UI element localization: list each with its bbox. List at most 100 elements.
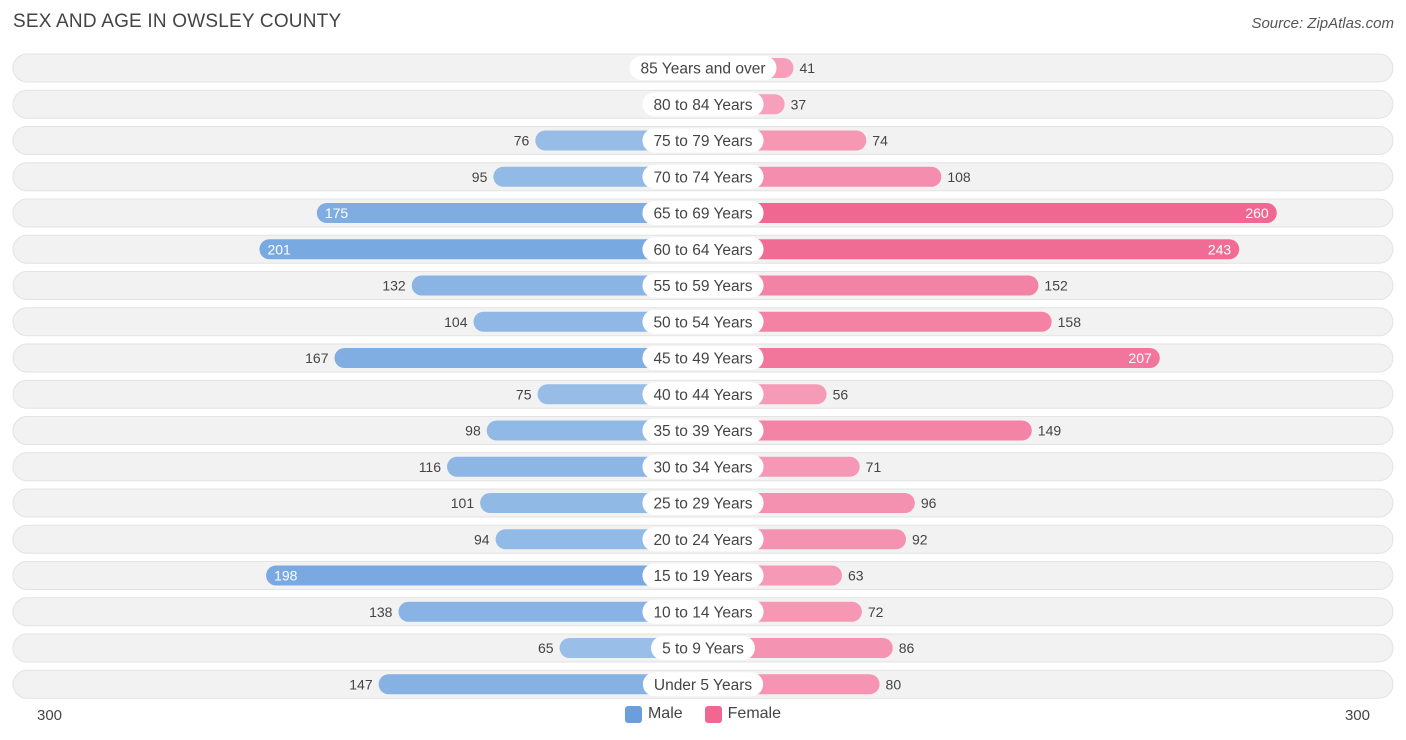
category-label-pill xyxy=(642,346,764,370)
category-label-pill xyxy=(642,672,764,697)
male-value-label: 75 xyxy=(516,386,532,402)
female-value-label: 152 xyxy=(1044,278,1068,294)
category-label-pill xyxy=(642,599,764,624)
female-value-label: 86 xyxy=(899,640,915,656)
female-value-label: 74 xyxy=(872,133,888,149)
male-value-label: 76 xyxy=(514,133,530,149)
male-bar xyxy=(447,456,703,477)
category-label-pill xyxy=(642,382,764,407)
male-value-label: 198 xyxy=(274,568,298,584)
legend-label-female: Female xyxy=(727,705,782,722)
female-bar xyxy=(703,166,942,187)
category-label: 40 to 44 Years xyxy=(653,387,752,404)
female-value-label: 243 xyxy=(1208,241,1232,257)
category-label: 45 to 49 Years xyxy=(653,351,752,368)
legend-item-male[interactable]: Male xyxy=(624,705,683,723)
female-bar xyxy=(703,348,1160,368)
age-row: 76 74 75 to 79 Years xyxy=(12,126,1394,155)
female-value-label: 260 xyxy=(1245,205,1269,221)
category-label-pill xyxy=(642,527,764,552)
category-label: 55 to 59 Years xyxy=(653,278,752,295)
age-row: 147 80 Under 5 Years xyxy=(12,669,1394,699)
male-bar xyxy=(378,674,703,695)
female-value-label: 63 xyxy=(848,568,864,584)
category-label: 80 to 84 Years xyxy=(653,97,752,114)
female-value-label: 56 xyxy=(833,386,849,402)
female-value-label: 108 xyxy=(947,169,971,185)
male-value-label: 138 xyxy=(369,604,393,620)
male-value-label: 104 xyxy=(444,314,468,330)
male-value-label: 116 xyxy=(419,459,442,475)
chart-title: SEX AND AGE IN OWSLEY COUNTY xyxy=(13,11,342,32)
age-row: 65 86 5 to 9 Years xyxy=(12,633,1394,663)
male-bar xyxy=(398,601,703,622)
category-label-pill xyxy=(642,273,764,298)
category-label-pill xyxy=(642,164,764,189)
male-value-label: 95 xyxy=(472,169,488,185)
female-value-label: 72 xyxy=(868,604,884,620)
female-value-label: 37 xyxy=(791,96,807,112)
category-label-pill xyxy=(629,56,777,80)
legend-swatch-female xyxy=(704,705,722,723)
female-value-label: 158 xyxy=(1058,314,1082,330)
category-label: 10 to 14 Years xyxy=(653,604,752,621)
category-label-pill xyxy=(642,237,764,262)
age-row: 175 260 65 to 69 Years xyxy=(12,198,1394,228)
age-row: 201 243 60 to 64 Years xyxy=(12,234,1394,264)
axis-label-left: 300 xyxy=(37,707,63,724)
category-label: 30 to 34 Years xyxy=(653,459,752,476)
category-label-pill xyxy=(642,491,764,515)
male-bar xyxy=(334,348,703,368)
category-label-pill xyxy=(642,309,764,334)
category-label: 35 to 39 Years xyxy=(653,423,752,440)
axis-label-right: 300 xyxy=(1344,707,1370,724)
male-value-label: 175 xyxy=(325,205,349,221)
category-label-pill xyxy=(642,201,764,225)
male-bar xyxy=(266,565,703,586)
category-label: 25 to 29 Years xyxy=(653,496,752,513)
age-row: 98 149 35 to 39 Years xyxy=(12,416,1394,445)
female-bar xyxy=(703,239,1240,260)
category-label: 50 to 54 Years xyxy=(653,314,752,331)
male-value-label: 201 xyxy=(267,241,291,257)
male-value-label: 147 xyxy=(349,676,373,692)
legend-swatch-male xyxy=(624,705,642,723)
female-value-label: 149 xyxy=(1038,423,1062,439)
category-label: 15 to 19 Years xyxy=(653,568,752,585)
male-value-label: 98 xyxy=(465,423,481,439)
female-bar xyxy=(703,275,1039,296)
male-value-label: 132 xyxy=(382,278,406,294)
female-value-label: 71 xyxy=(866,459,882,475)
female-value-label: 80 xyxy=(886,676,902,692)
legend-label-male: Male xyxy=(647,705,683,722)
age-row: 94 92 20 to 24 Years xyxy=(12,524,1394,554)
age-row: 198 63 15 to 19 Years xyxy=(12,561,1394,590)
female-bar xyxy=(703,311,1052,332)
chart-plot: 114185 Years and over163780 to 84 Years7… xyxy=(12,53,1394,699)
age-row: 101 96 25 to 29 Years xyxy=(12,488,1394,518)
chart-source: Source: ZipAtlas.com xyxy=(1251,15,1394,32)
age-row: 104 158 50 to 54 Years xyxy=(12,307,1394,337)
category-label: 20 to 24 Years xyxy=(653,532,752,549)
female-value-label: 92 xyxy=(912,531,928,547)
age-row: 132 152 55 to 59 Years xyxy=(12,271,1394,300)
category-label-pill xyxy=(642,92,764,117)
age-row: 95 108 70 to 74 Years xyxy=(12,162,1394,192)
male-value-label: 101 xyxy=(451,495,475,511)
age-row: 75 56 40 to 44 Years xyxy=(12,379,1394,409)
male-bar xyxy=(259,239,703,260)
category-label-pill xyxy=(651,636,755,660)
category-label-pill xyxy=(642,563,764,588)
age-row: 138 72 10 to 14 Years xyxy=(12,597,1394,627)
category-label: 60 to 64 Years xyxy=(653,242,752,259)
male-value-label: 65 xyxy=(538,640,554,656)
male-bar xyxy=(411,275,703,296)
category-label: 65 to 69 Years xyxy=(653,206,752,223)
category-label: 5 to 9 Years xyxy=(662,641,744,658)
category-label: 70 to 74 Years xyxy=(653,169,752,186)
category-label: 75 to 79 Years xyxy=(653,133,752,150)
female-value-label: 207 xyxy=(1128,350,1152,366)
female-bar xyxy=(703,420,1032,441)
legend-item-female[interactable]: Female xyxy=(704,705,782,723)
male-bar xyxy=(316,203,703,223)
